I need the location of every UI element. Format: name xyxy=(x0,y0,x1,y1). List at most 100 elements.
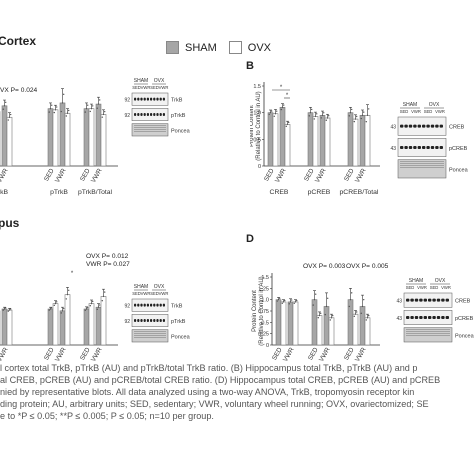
data-point xyxy=(351,292,353,294)
blot-band xyxy=(422,124,426,128)
data-point xyxy=(87,307,89,309)
data-point xyxy=(284,299,286,302)
data-point xyxy=(368,108,370,110)
blot-header-sham: SHAM xyxy=(409,278,423,284)
bar-b-pcrebtotal-vwr-ovx xyxy=(364,115,371,167)
data-point xyxy=(96,107,99,109)
bar-d-pcreb-sed-sham xyxy=(311,299,318,346)
blot-row-label-ponceau: Ponceau xyxy=(455,333,474,339)
blot-band xyxy=(435,124,439,128)
blot-band xyxy=(408,124,413,128)
blot-band xyxy=(162,303,165,307)
blot-band xyxy=(140,113,143,116)
data-point xyxy=(102,113,105,116)
y-tick-label: 0.5 xyxy=(253,137,261,143)
blot-row-label-creb: CREB xyxy=(449,125,465,131)
blot-band xyxy=(432,298,436,302)
bar-a-ptrkbtotal-sed-sham xyxy=(83,108,90,167)
data-point xyxy=(53,111,55,114)
blot-band xyxy=(159,319,162,322)
panel-letter-d: D xyxy=(246,233,254,245)
blot-band xyxy=(146,97,149,101)
x-tick-label-vwr: VWR xyxy=(0,167,10,184)
blot-band xyxy=(146,113,149,116)
data-point xyxy=(316,113,318,115)
blot-band xyxy=(150,113,153,116)
category-label-pcreb: pCREB xyxy=(308,189,331,196)
blot-band xyxy=(159,113,162,116)
data-point xyxy=(2,108,4,110)
stat-annotation-d-1: OVX P= 0.003 xyxy=(303,263,346,270)
x-tick-label-vwr: VWR xyxy=(318,346,332,363)
blot-lane-label: VWR xyxy=(141,291,151,296)
data-point xyxy=(291,299,293,301)
section-title-cortex: Cortex xyxy=(0,34,37,48)
data-point xyxy=(5,101,7,104)
blot-row-label-ptrkb: pTrkB xyxy=(171,319,186,325)
data-point xyxy=(365,121,367,123)
blot-row-label-ptrkb: pTrkB xyxy=(171,113,186,119)
data-point xyxy=(269,111,272,114)
blot-band xyxy=(156,113,159,116)
stat-annotation-d-2: OVX P= 0.005 xyxy=(346,263,389,270)
data-point xyxy=(276,300,278,302)
data-point xyxy=(10,113,12,116)
y-axis-label-group: Protein Content (Relative to Control in A… xyxy=(250,91,262,160)
data-point xyxy=(361,114,364,117)
blot-band xyxy=(419,298,423,302)
blot-band xyxy=(441,316,445,319)
bar-b-pcrebtotal-sed-sham xyxy=(347,112,354,167)
data-point xyxy=(84,111,87,113)
blot-svg: SHAMOVXSEDVWRSEDVWR43CREB43pCREBPonceau xyxy=(396,278,474,343)
data-point xyxy=(54,109,57,111)
data-point xyxy=(65,115,68,117)
blot-mw-label: 92 xyxy=(124,113,130,119)
data-point xyxy=(321,114,324,117)
bar-c-ptrkb-sed-ovx xyxy=(52,303,59,346)
y-axis-label-line2: (Relative to Control in AU) xyxy=(256,91,262,160)
blot-lane-label: SED xyxy=(406,285,415,290)
caption-line-1: l cortex total TrkB, pTrkB (AU) and pTrk… xyxy=(0,363,418,373)
blot-lane-label: VWR xyxy=(411,109,421,114)
blot-lane-label: SED xyxy=(150,85,159,90)
blot-band xyxy=(436,298,441,302)
blot-band xyxy=(143,113,146,116)
blot-band xyxy=(404,146,408,149)
data-point xyxy=(66,112,69,114)
blot-band xyxy=(143,319,146,322)
data-point xyxy=(293,302,295,304)
blot-band xyxy=(439,146,443,149)
x-tick-label-vwr: VWR xyxy=(90,167,104,184)
blot-band xyxy=(400,124,404,128)
data-point xyxy=(99,99,101,101)
bar-d-pcrebtotal-vwr-ovx xyxy=(364,317,371,346)
caption-line-4: ding protein; AU, arbitrary units; SED, … xyxy=(0,399,429,409)
data-point xyxy=(327,297,329,300)
data-point xyxy=(3,105,6,107)
blot-band xyxy=(400,146,404,149)
data-point xyxy=(68,289,70,291)
blot-row-label-trkb: TrkB xyxy=(171,98,183,104)
data-point xyxy=(296,299,298,302)
bar-b-creb-vwr-ovx xyxy=(284,124,291,167)
stat-annotation-c-1: OVX P= 0.012 xyxy=(86,253,129,260)
blot-mw-label: 43 xyxy=(396,316,402,322)
blot-band xyxy=(413,146,417,149)
data-point xyxy=(274,113,277,115)
data-point xyxy=(354,118,357,120)
data-point xyxy=(277,298,280,301)
bar-b-creb-sed-ovx xyxy=(272,113,279,167)
bar-a-ptrkb-sed-ovx xyxy=(52,109,59,167)
blot-mw-label: 43 xyxy=(390,146,396,152)
blot-band xyxy=(143,303,146,307)
blot-svg: SHAMOVXSEDVWRSEDVWR92TrkB92pTrkBPonceau xyxy=(124,284,193,343)
blot-band xyxy=(408,146,413,149)
data-point xyxy=(329,319,331,321)
blot-band xyxy=(156,97,159,101)
blot-band xyxy=(140,97,143,101)
data-point xyxy=(324,313,326,316)
blot-band xyxy=(419,316,423,319)
data-point xyxy=(97,103,100,105)
blot-band xyxy=(430,124,435,128)
